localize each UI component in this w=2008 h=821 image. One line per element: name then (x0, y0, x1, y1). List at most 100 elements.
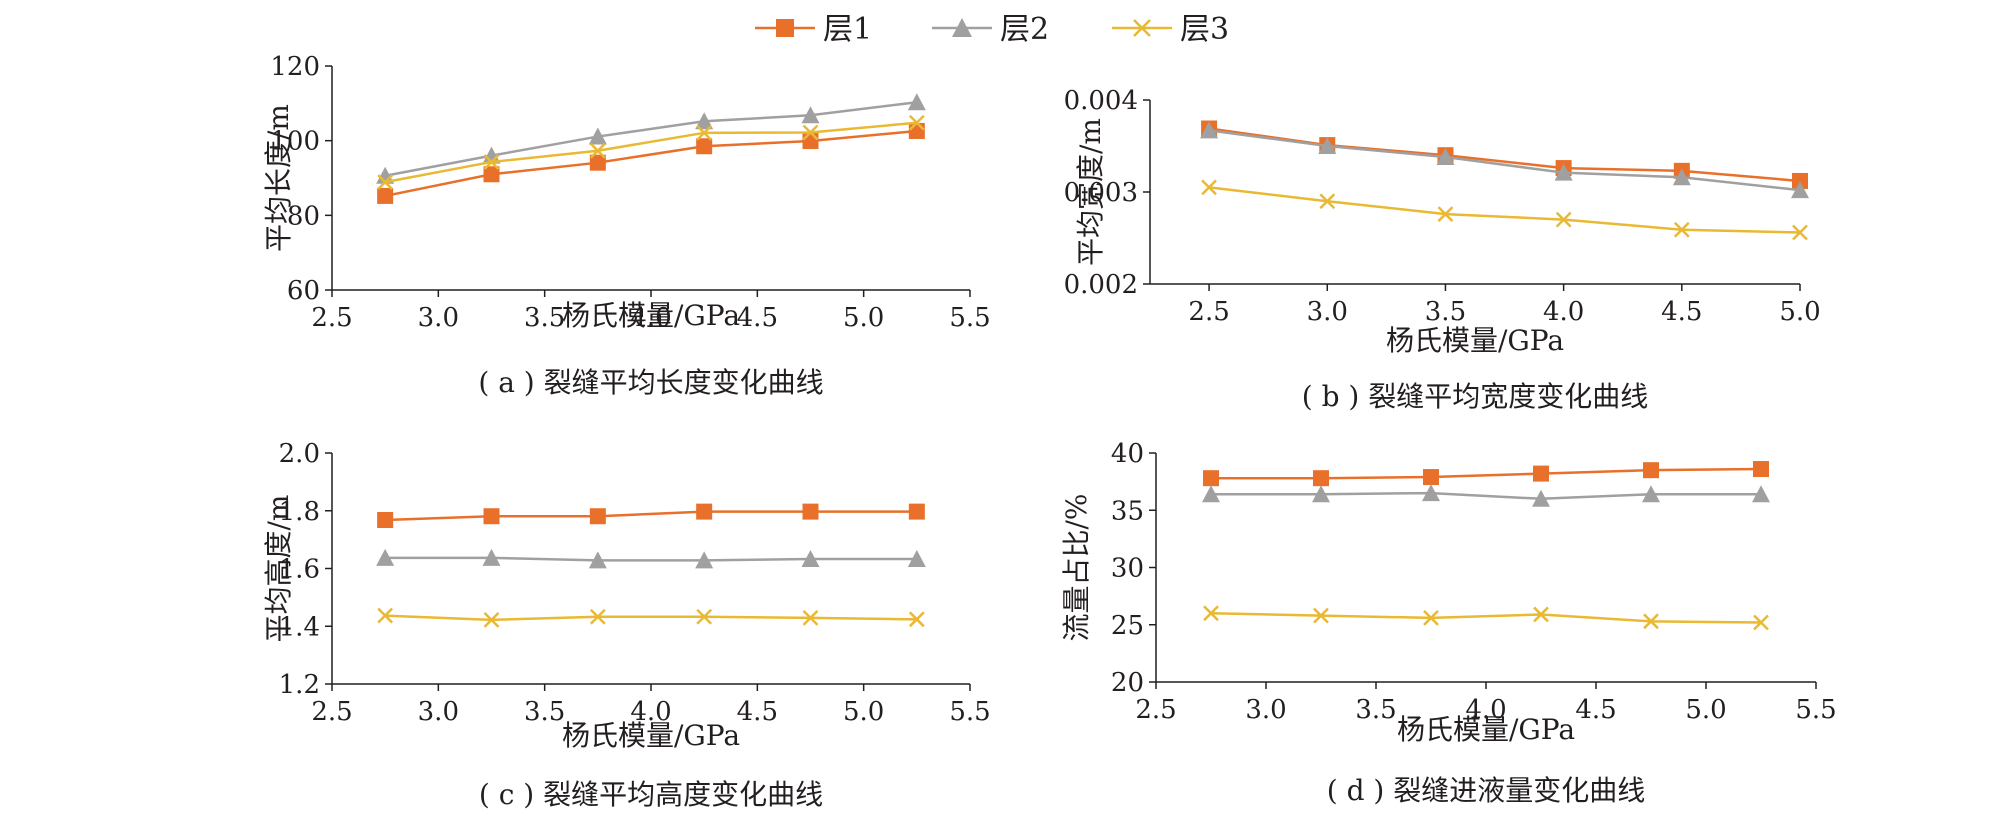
chart-0-point-layer3 (589, 142, 606, 159)
chart-0-point-layer3 (802, 124, 819, 141)
chart-0-point-layer1 (696, 138, 713, 155)
chart-0-point-layer2 (907, 93, 926, 111)
chart-0-point-layer3 (696, 124, 713, 141)
chart-3-series-line-layer2 (1211, 491, 1761, 501)
chart-1-point-layer1 (1792, 172, 1808, 189)
chart-3-x-tick-label: 4.5 (1575, 695, 1616, 725)
chart-2-y-tick-label: 1.8 (279, 497, 320, 527)
chart-2-y-tick-label: 1.2 (279, 670, 320, 700)
chart-panel-a: 2.5 3.0 3.5 4.0 4.5 5.0 5.5 60 80 100 120 杨氏模量/GPa 平… (262, 52, 991, 399)
chart-0-point-layer3 (483, 154, 500, 170)
chart-1-point-layer2 (1318, 137, 1337, 154)
chart-0-point-layer2 (376, 166, 395, 184)
chart-0-point-layer1 (483, 166, 500, 183)
chart-0-point-layer1 (908, 122, 925, 139)
chart-1-x-tick-label: 5.0 (1779, 297, 1820, 327)
chart-0-y-tick-label: 100 (270, 127, 320, 157)
chart-0-point-layer3 (908, 114, 925, 131)
chart-0-caption: ( a ) 裂缝平均长度变化曲线 (478, 366, 823, 399)
chart-2-x-tick-label: 5.0 (843, 697, 884, 727)
chart-3-point-layer1 (1753, 461, 1769, 478)
chart-2-x-tick-label: 3.5 (524, 697, 565, 727)
chart-0-series-line-layer2 (384, 100, 917, 177)
chart-3-y-tick-label: 40 (1111, 439, 1144, 469)
chart-3-y-tick-label: 35 (1111, 496, 1144, 526)
chart-1-point-layer3 (1319, 193, 1336, 210)
chart-1-point-layer2 (1200, 121, 1219, 139)
chart-2-point-layer3 (802, 609, 819, 626)
chart-1-point-layer2 (1672, 168, 1691, 186)
chart-3-point-layer3 (1533, 606, 1549, 623)
chart-1-point-layer3 (1437, 206, 1454, 222)
chart-3-point-layer1 (1313, 470, 1329, 487)
chart-2-point-layer1 (908, 503, 925, 520)
chart-0-y-tick-label: 60 (287, 276, 320, 306)
legend-marker-square-icon (776, 19, 794, 37)
chart-3-point-layer1 (1203, 470, 1219, 487)
chart-1-y-tick-label: 0.002 (1064, 270, 1138, 300)
chart-3-x-tick-label: 4.0 (1465, 695, 1506, 725)
chart-1-point-layer3 (1201, 179, 1217, 196)
chart-3-y-axis-label: 流量占比/% (1060, 493, 1093, 641)
chart-2-y-tick-label: 1.4 (279, 612, 320, 642)
chart-2-caption: ( c ) 裂缝平均高度变化曲线 (479, 778, 823, 811)
chart-3-point-layer3 (1313, 607, 1329, 624)
chart-2-x-tick-label: 4.5 (737, 697, 778, 727)
chart-3-point-layer2 (1422, 484, 1440, 502)
chart-2-point-layer3 (908, 611, 925, 628)
legend-label-layer2: 层2 (1000, 12, 1049, 47)
chart-3-point-layer2 (1642, 485, 1660, 503)
chart-3-y-tick-label: 30 (1111, 554, 1144, 584)
chart-3-y-tick-label: 25 (1111, 611, 1144, 641)
legend-item-layer2: 层2 (932, 12, 1049, 47)
chart-1-series-line-layer1 (1208, 127, 1801, 183)
chart-3-point-layer3 (1423, 609, 1439, 626)
chart-3-y-tick-label: 20 (1111, 668, 1144, 698)
chart-1-y-tick-label: 0.004 (1064, 86, 1138, 116)
chart-0-x-tick-label: 3.0 (418, 303, 459, 333)
chart-2-series-line-layer2 (385, 556, 917, 562)
chart-0-point-layer2 (801, 106, 820, 124)
chart-1-y-tick-label: 0.003 (1064, 178, 1138, 208)
chart-3-point-layer2 (1312, 485, 1330, 503)
chart-1-point-layer3 (1555, 211, 1572, 228)
chart-0-point-layer2 (695, 112, 714, 130)
chart-2-y-axis-label: 平均高度/m (262, 495, 295, 643)
chart-2-point-layer3 (696, 608, 713, 625)
chart-1-point-layer2 (1791, 181, 1809, 199)
chart-0-point-layer1 (802, 133, 819, 150)
chart-panel-d: 2.5 3.0 3.5 4.0 4.5 5.0 5.5 20 25 30 35 40 杨氏模量/GPa 流… (1060, 439, 1837, 807)
chart-0-x-tick-label: 5.5 (949, 303, 990, 333)
chart-2-x-tick-label: 5.5 (949, 697, 990, 727)
chart-2-point-layer3 (483, 612, 500, 628)
chart-0-series-line-layer1 (384, 129, 917, 198)
chart-2-point-layer2 (801, 549, 820, 567)
chart-2-point-layer2 (376, 548, 395, 566)
legend: 层1 层2 层3 (755, 12, 1229, 47)
chart-0-y-axis-label: 平均长度/m (262, 104, 295, 252)
legend-item-layer3: 层3 (1112, 12, 1229, 47)
chart-1-x-tick-label: 4.0 (1543, 297, 1584, 327)
chart-1-series-line-layer2 (1208, 129, 1801, 192)
chart-3-x-axis-label: 杨氏模量/GPa (1397, 713, 1575, 746)
chart-2-point-layer1 (377, 511, 394, 528)
chart-0-point-layer3 (377, 174, 394, 190)
chart-1-y-axis-label: 平均宽度/m (1074, 118, 1107, 266)
chart-1-point-layer3 (1673, 221, 1690, 238)
chart-3-x-tick-label: 3.5 (1355, 695, 1396, 725)
chart-1-point-layer2 (1554, 163, 1573, 181)
chart-panel-c: 2.5 3.0 3.5 4.0 4.5 5.0 5.5 1.2 1.4 1.6 1.8 2.0 杨氏模量… (262, 439, 991, 811)
chart-3-point-layer1 (1533, 465, 1549, 482)
chart-3-point-layer3 (1643, 613, 1659, 630)
chart-3-caption: ( d ) 裂缝进液量变化曲线 (1327, 774, 1645, 807)
chart-3-point-layer2 (1202, 485, 1220, 503)
legend-marker-triangle-icon (952, 18, 972, 37)
chart-0-x-tick-label: 4.0 (630, 303, 671, 333)
chart-2-point-layer2 (482, 548, 501, 566)
chart-1-x-tick-label: 3.0 (1307, 297, 1348, 327)
chart-2-y-tick-label: 2.0 (279, 439, 320, 469)
chart-1-x-tick-label: 3.5 (1425, 297, 1466, 327)
chart-3-x-tick-label: 3.0 (1245, 695, 1286, 725)
chart-1-point-layer3 (1792, 224, 1808, 241)
chart-3-series-line-layer1 (1211, 467, 1762, 480)
